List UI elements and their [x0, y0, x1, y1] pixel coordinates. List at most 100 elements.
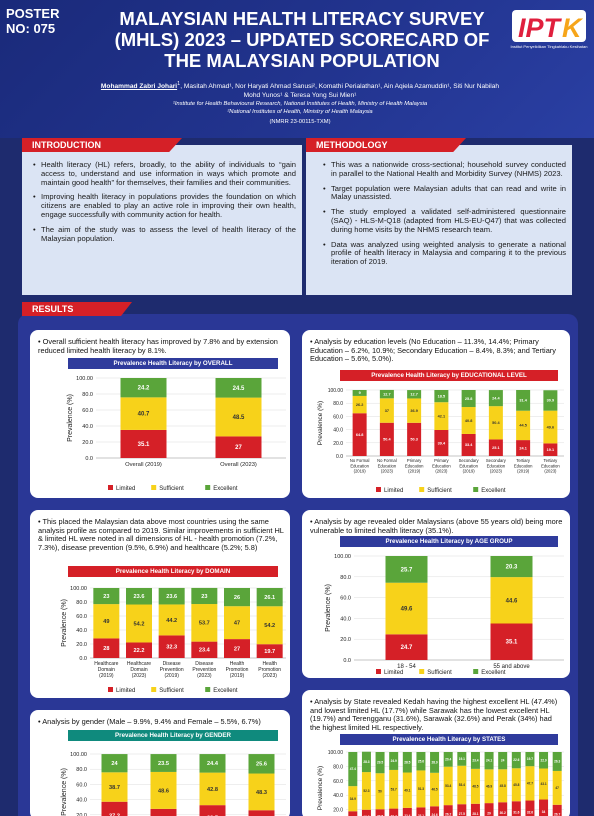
bar-segment-sufficient — [525, 766, 535, 801]
data-label: 50.4 — [492, 421, 500, 425]
y-axis-label: Prevalence (%) — [317, 401, 324, 445]
data-label: 26.3 — [554, 760, 560, 764]
bar-segment-excellent — [389, 752, 399, 770]
bar-segment-limited — [416, 807, 426, 816]
legend-swatch-sufficient — [151, 687, 157, 692]
y-tick-label: 20.0 — [333, 808, 343, 814]
bar-segment-sufficient — [498, 769, 508, 803]
data-label: 24.1 — [486, 759, 492, 763]
data-label: 20.4 — [445, 757, 451, 761]
data-label: 30.9 — [547, 399, 554, 403]
data-label: 45.8 — [500, 784, 506, 788]
data-label: 48.5 — [472, 784, 478, 788]
bar-segment-limited — [511, 801, 521, 816]
x-category-label: (2019) — [354, 469, 367, 474]
overall-card: • Overall sufficient health literacy has… — [30, 330, 290, 498]
poster-header: POSTER NO: 075 MALAYSIAN HEALTH LITERACY… — [0, 0, 594, 138]
bar-segment-excellent — [256, 588, 283, 607]
data-label: 32.3 — [166, 645, 177, 651]
x-category-label: Prevention — [160, 667, 184, 673]
nmrr-number: (NMRR 23-00115-TXM) — [269, 119, 331, 126]
data-label: 53.7 — [391, 787, 397, 791]
x-category-label: Education — [487, 463, 506, 468]
bar-segment-excellent — [120, 378, 167, 398]
introduction-list: Health literacy (HL) refers, broadly, to… — [32, 160, 296, 249]
data-label: 42.8 — [207, 787, 218, 793]
states-text-body: Analysis by State revealed Kedah having … — [310, 697, 558, 732]
bar-segment-sufficient — [348, 786, 358, 812]
age-text: • Analysis by age revealed older Malaysi… — [310, 517, 563, 535]
bar-segment-sufficient — [93, 604, 120, 639]
y-tick-label: 40.0 — [333, 428, 343, 434]
bar-segment-excellent — [385, 556, 428, 583]
x-category-label: Education — [405, 463, 424, 468]
education-text: • Analysis by education levels (No Educa… — [310, 337, 556, 364]
data-label: 53.4 — [459, 783, 465, 787]
data-label: 49.1 — [404, 788, 410, 792]
data-label: 25.7 — [401, 567, 413, 573]
data-label: 54.2 — [264, 623, 275, 629]
y-tick-label: 100.00 — [328, 750, 344, 756]
bar-segment-sufficient — [150, 771, 177, 809]
x-category-label: Education — [459, 463, 478, 468]
legend-label: Limited — [384, 670, 403, 676]
legend-swatch-sufficient — [419, 669, 425, 674]
x-category-label: (2019) — [463, 469, 476, 474]
bar-segment-excellent — [539, 752, 549, 769]
bar-segment-limited — [461, 433, 476, 456]
data-label: 44.6 — [506, 598, 518, 604]
bar-segment-limited — [490, 623, 533, 660]
x-category-label: Domain — [130, 667, 147, 673]
bar-segment-limited — [215, 436, 262, 458]
data-label: 44.2 — [166, 618, 177, 624]
bar-segment-excellent — [434, 390, 449, 403]
data-label: 22.2 — [134, 648, 145, 654]
education-card: • Analysis by education levels (No Educa… — [302, 330, 570, 498]
data-label: 18.5 — [438, 394, 445, 398]
data-label: 30.2 — [500, 811, 506, 815]
bar-segment-excellent — [361, 751, 371, 773]
x-category-label: Education — [514, 463, 533, 468]
bar-segment-excellent — [93, 588, 120, 605]
legend-swatch-excellent — [205, 485, 211, 490]
intro-point: The aim of the study was to assess the l… — [32, 225, 296, 244]
data-label: 27 — [234, 646, 240, 652]
education-chart: 0.0 20.0 40.0 60.0 80.0 100.00 Prevalence (%) 6… — [317, 388, 564, 494]
legend-swatch-excellent — [473, 487, 479, 492]
data-label: 21.4 — [391, 814, 397, 816]
domain-chart-title: Prevalence Health Literacy by DOMAIN — [68, 566, 278, 577]
data-label: 48.3 — [256, 790, 267, 796]
data-label: 35.1 — [506, 640, 518, 646]
x-category-label: (2023) — [381, 469, 394, 474]
data-label: 24.4 — [207, 761, 219, 767]
x-category-label: Healthcare — [127, 661, 151, 667]
age-chart-title: Prevalence Health Literacy by AGE GROUP — [340, 536, 558, 547]
y-tick-label: 100.00 — [70, 752, 87, 758]
data-label: 24.2 — [138, 386, 150, 392]
y-axis-label: Prevalence (%) — [61, 768, 68, 816]
legend-label: Sufficient — [427, 488, 452, 494]
data-label: 23.1 — [418, 814, 424, 816]
data-label: 47 — [234, 621, 240, 627]
data-label: 49.6 — [547, 425, 554, 429]
data-label: 47.7 — [527, 781, 533, 785]
domain-card: • This placed the Malaysian data above m… — [30, 510, 290, 698]
data-label: 47 — [555, 786, 559, 790]
y-tick-label: 100.00 — [70, 586, 87, 592]
bar-segment-limited — [516, 440, 531, 456]
data-label: 32.6 — [527, 810, 533, 814]
data-label: 25.8 — [465, 397, 472, 401]
y-tick-label: 60.0 — [333, 779, 343, 785]
x-category-label: Tertiary — [544, 458, 559, 463]
bar-segment-limited — [434, 429, 449, 456]
legend-label: Sufficient — [159, 688, 184, 694]
bar-segment-limited — [552, 804, 562, 816]
data-label: 50.4 — [383, 438, 391, 442]
data-label: 54.2 — [134, 621, 145, 627]
bar-segment-excellent — [430, 752, 440, 773]
gender-card: • Analysis by gender (Male – 9.9%, 9.4% … — [30, 710, 290, 816]
bar-segment-limited — [361, 809, 371, 816]
bar-segment-limited — [199, 805, 226, 816]
gender-chart-title: Prevalence Health Literacy by GENDER — [68, 730, 278, 741]
